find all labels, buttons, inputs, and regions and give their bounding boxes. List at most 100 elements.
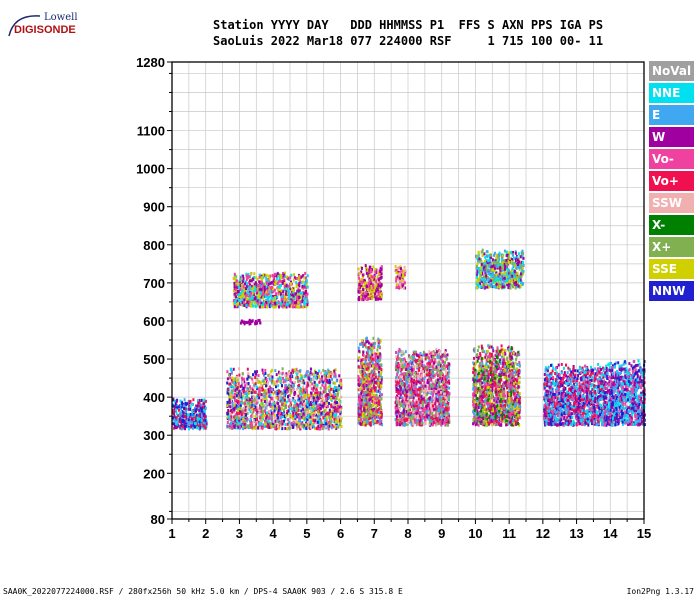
- echo-point: [360, 391, 363, 395]
- echo-point: [267, 298, 270, 302]
- echo-point: [200, 398, 203, 402]
- echo-point: [241, 320, 244, 324]
- echo-point: [232, 277, 235, 280]
- echo-point: [290, 371, 293, 375]
- echo-point: [365, 355, 368, 359]
- echo-point: [289, 276, 292, 280]
- echo-point: [283, 404, 286, 408]
- echo-point: [277, 286, 280, 290]
- echo-point: [300, 281, 303, 285]
- echo-point: [266, 286, 269, 290]
- echo-point: [280, 396, 283, 400]
- echo-point: [268, 385, 271, 389]
- echo-point: [279, 409, 282, 412]
- echo-point: [255, 322, 258, 325]
- echo-point: [188, 427, 191, 431]
- echo-point: [304, 407, 307, 411]
- echo-point: [375, 399, 378, 403]
- echo-point: [226, 381, 229, 385]
- echo-point: [376, 419, 379, 423]
- echo-point: [276, 301, 278, 305]
- echo-point: [232, 378, 235, 382]
- echo-point: [366, 267, 369, 271]
- echo-point: [279, 377, 282, 380]
- echo-point: [292, 383, 295, 387]
- echo-point: [244, 400, 247, 404]
- echo-point: [203, 398, 206, 402]
- echo-point: [262, 371, 264, 375]
- echo-point: [266, 382, 269, 385]
- echo-point: [380, 410, 383, 414]
- echo-point: [260, 416, 263, 420]
- echo-point: [425, 368, 428, 372]
- echo-point: [333, 393, 336, 396]
- echo-point: [335, 420, 337, 424]
- echo-point: [175, 412, 178, 416]
- echo-point: [279, 412, 282, 416]
- echo-point: [440, 405, 443, 409]
- echo-point: [290, 273, 293, 277]
- echo-point: [365, 387, 368, 391]
- echo-point: [301, 381, 304, 385]
- echo-point: [281, 371, 284, 375]
- echo-point: [365, 398, 368, 402]
- echo-point: [337, 419, 339, 423]
- echo-point: [365, 375, 368, 379]
- echo-point: [361, 374, 364, 378]
- echo-point: [317, 404, 320, 408]
- echo-point: [196, 424, 199, 428]
- echo-point: [251, 294, 254, 298]
- echo-point: [268, 277, 271, 281]
- echo-point: [286, 410, 289, 414]
- echo-point: [267, 425, 270, 429]
- echo-point: [371, 413, 374, 417]
- echo-point: [264, 368, 267, 372]
- echo-point: [315, 418, 318, 422]
- echo-point: [444, 380, 447, 384]
- echo-point: [371, 287, 374, 291]
- echo-point: [251, 421, 254, 425]
- echo-point: [246, 321, 249, 325]
- echo-point: [368, 377, 371, 381]
- echo-point: [248, 320, 250, 324]
- echo-point: [288, 296, 291, 300]
- echo-point: [334, 373, 337, 377]
- echo-point: [231, 410, 234, 414]
- echo-point: [251, 284, 254, 288]
- echo-point: [286, 373, 289, 377]
- echo-point: [447, 375, 450, 379]
- echo-point: [280, 300, 283, 304]
- echo-point: [303, 297, 306, 301]
- echo-point: [255, 370, 258, 374]
- echo-point: [358, 380, 361, 384]
- echo-point: [232, 289, 235, 293]
- echo-point: [272, 392, 275, 396]
- echo-point: [370, 344, 373, 348]
- echo-point: [176, 417, 179, 421]
- echo-point: [417, 359, 419, 362]
- echo-point: [369, 348, 372, 352]
- echo-point: [295, 283, 298, 287]
- echo-point: [368, 280, 371, 284]
- echo-point: [243, 295, 246, 299]
- echo-point: [270, 297, 273, 301]
- echo-point: [289, 374, 292, 378]
- echo-point: [281, 281, 284, 285]
- echo-point: [312, 413, 315, 417]
- echo-point: [293, 292, 296, 295]
- echo-point: [373, 411, 376, 415]
- echo-point: [374, 267, 377, 271]
- echo-point: [245, 413, 248, 417]
- echo-point: [274, 426, 277, 430]
- echo-point: [198, 409, 201, 412]
- echo-point: [288, 426, 291, 430]
- echo-point: [338, 388, 341, 391]
- echo-point: [294, 301, 296, 305]
- echo-point: [252, 386, 255, 390]
- echo-point: [445, 365, 448, 368]
- echo-point: [260, 402, 263, 405]
- echo-point: [313, 407, 316, 411]
- echo-point: [301, 300, 304, 304]
- echo-point: [233, 388, 236, 392]
- echo-point: [279, 371, 282, 375]
